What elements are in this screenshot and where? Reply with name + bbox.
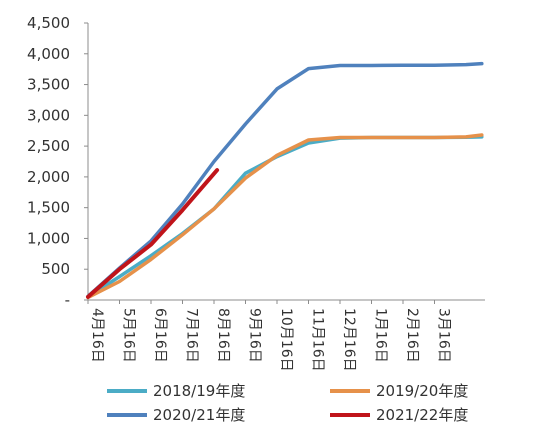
y-axis: - 500 1,000 1,500 2,000 2,500 3,000 3,500 4,000 4… [27,14,89,309]
series-line-1 [86,135,484,299]
x-tick-label: 8月16日 [215,308,231,363]
legend-label-1: 2018/19年度 [153,382,245,400]
x-tick-label: 12月16日 [341,308,357,372]
y-tick-label: 2,500 [27,137,70,155]
y-tick-label: 1,000 [27,229,70,247]
legend-label-2: 2019/20年度 [376,382,468,400]
y-tick-label: 4,500 [27,14,70,32]
x-tick-label: 5月16日 [121,308,137,363]
legend-label-3: 2020/21年度 [153,406,245,424]
x-tick-label: 10月16日 [278,308,294,372]
x-tick-label: 7月16日 [184,308,200,363]
series-line-3 [86,61,484,299]
x-tick-label: 3月16日 [436,308,452,363]
y-tick-label: 1,500 [27,199,70,217]
y-tick-label: - [65,291,70,309]
y-tick-label: 500 [41,260,70,278]
series-line-4 [86,168,220,299]
y-tick-label: 2,000 [27,168,70,186]
x-tick-label: 2月16日 [404,308,420,363]
legend: 2018/19年度 2019/20年度 2020/21年度 2021/22年度 [107,382,468,424]
y-tick-label: 4,000 [27,45,70,63]
x-tick-label: 1月16日 [373,308,389,363]
y-tick-label: 3,000 [27,106,70,124]
series-layer [86,61,484,300]
x-tick-label: 6月16日 [152,308,168,363]
y-tick-label: 3,500 [27,76,70,94]
x-axis: 4月16日 5月16日 6月16日 7月16日 8月16日 9月16日 10月16日 11月1… [87,299,485,372]
x-tick-label: 9月16日 [247,308,263,363]
series-line-2 [86,133,484,300]
x-tick-label: 4月16日 [89,308,105,363]
x-tick-label: 11月16日 [310,308,326,372]
legend-label-4: 2021/22年度 [376,406,468,424]
